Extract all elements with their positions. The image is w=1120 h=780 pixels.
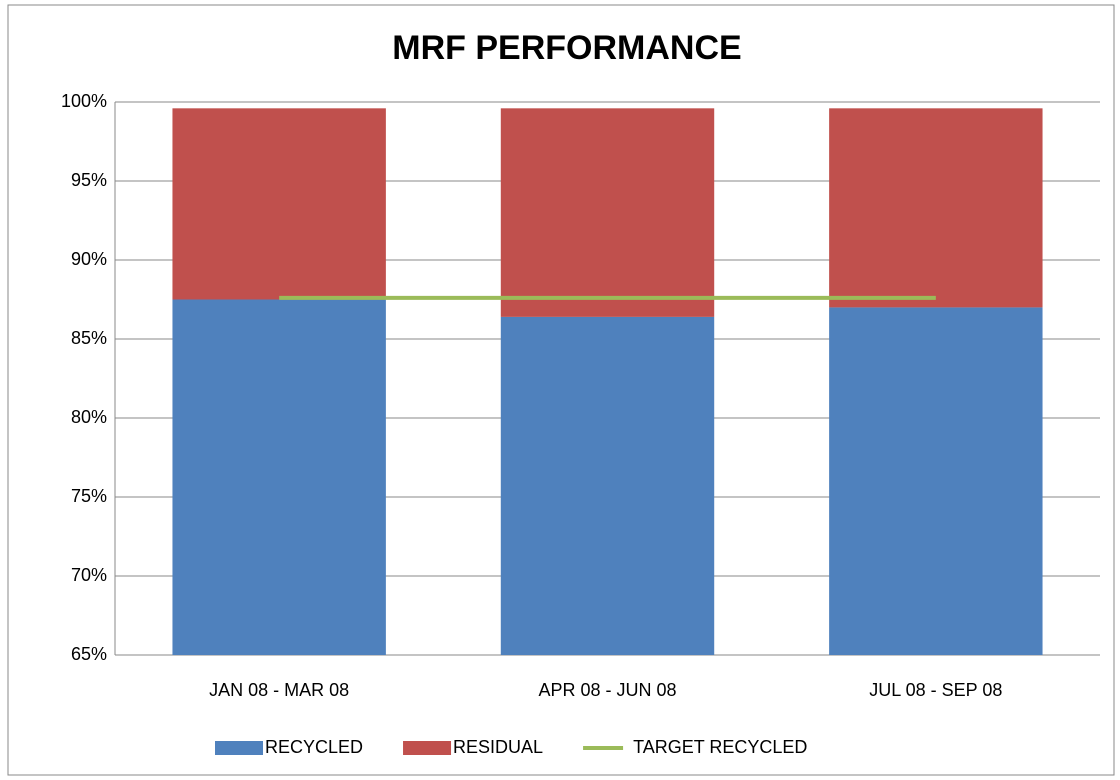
y-tick-label: 65% xyxy=(71,644,107,664)
chart-title: MRF PERFORMANCE xyxy=(392,29,741,67)
bar xyxy=(829,108,1043,308)
x-tick-label: JUL 08 - SEP 08 xyxy=(869,680,1002,700)
legend-label: RESIDUAL xyxy=(453,737,543,757)
y-tick-label: 90% xyxy=(71,249,107,269)
y-tick-label: 80% xyxy=(71,407,107,427)
x-tick-label: JAN 08 - MAR 08 xyxy=(209,680,349,700)
y-tick-label: 100% xyxy=(61,91,107,111)
bar xyxy=(172,299,386,655)
y-tick-label: 95% xyxy=(71,170,107,190)
y-tick-label: 70% xyxy=(71,565,107,585)
legend-label: TARGET RECYCLED xyxy=(633,737,807,757)
bar xyxy=(500,108,715,317)
legend-swatch xyxy=(403,741,452,755)
legend-swatch xyxy=(215,741,263,755)
legend-label: RECYCLED xyxy=(265,737,363,757)
bar xyxy=(829,307,1043,655)
bar xyxy=(172,108,386,300)
bar xyxy=(500,316,715,655)
y-tick-label: 75% xyxy=(71,486,107,506)
x-tick-label: APR 08 - JUN 08 xyxy=(538,680,676,700)
y-tick-label: 85% xyxy=(71,328,107,348)
